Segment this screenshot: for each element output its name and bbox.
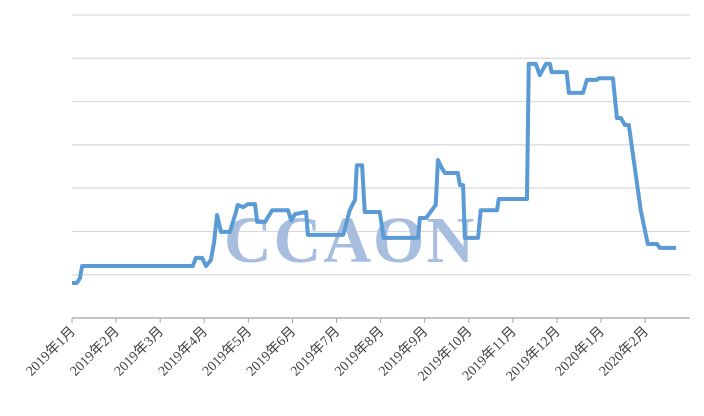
data-line bbox=[72, 61, 676, 285]
